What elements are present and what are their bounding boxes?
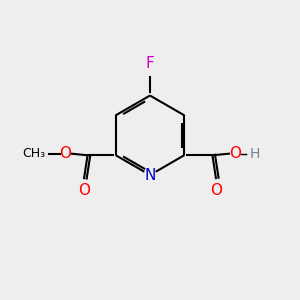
Text: F: F (146, 56, 154, 71)
Text: O: O (59, 146, 71, 161)
Text: O: O (230, 146, 242, 161)
Circle shape (144, 169, 156, 181)
Text: CH₃: CH₃ (23, 147, 46, 160)
Text: O: O (78, 182, 90, 197)
Text: O: O (210, 182, 222, 197)
Text: H: H (250, 147, 260, 161)
Text: N: N (144, 167, 156, 182)
